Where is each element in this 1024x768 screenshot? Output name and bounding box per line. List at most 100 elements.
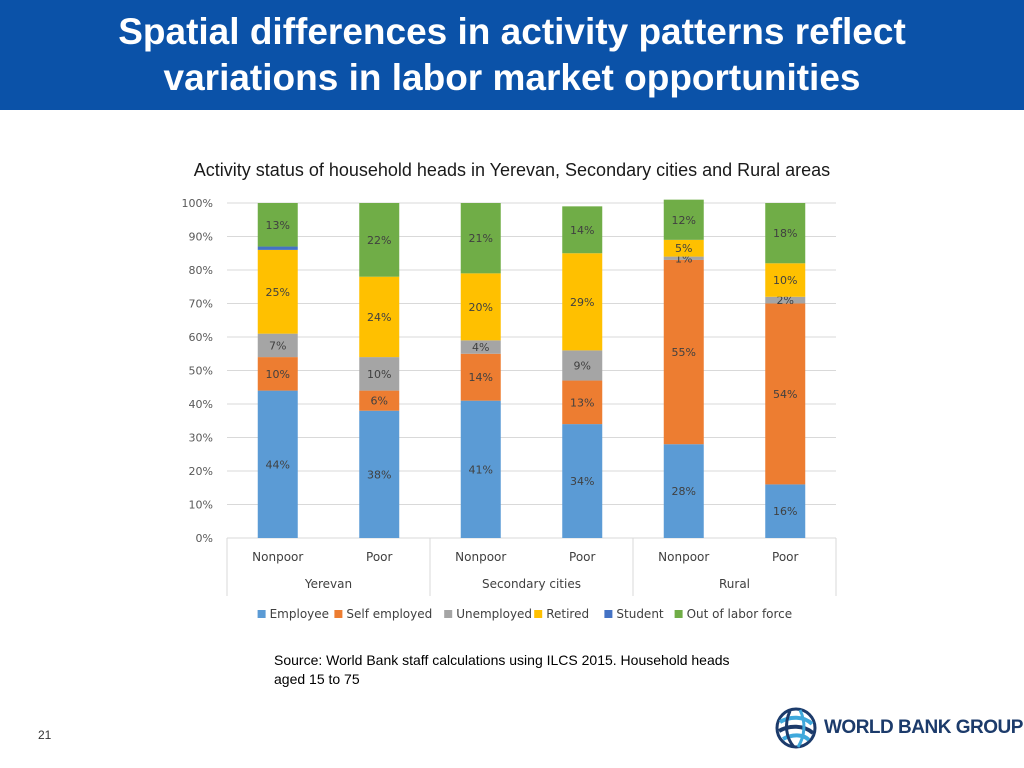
data-label: 18%	[773, 227, 797, 240]
bar-out-of-labor-force	[359, 203, 400, 277]
bar-retired	[359, 276, 400, 358]
bar-self-employed	[359, 390, 400, 411]
y-tick-label: 100%	[182, 197, 213, 210]
bar-retired	[460, 273, 501, 341]
legend-swatch	[334, 610, 343, 618]
data-label: 24%	[367, 311, 391, 324]
bar-self-employed	[257, 357, 298, 391]
x-category-label: Nonpoor	[455, 550, 506, 564]
legend-label: Self employed	[346, 607, 432, 621]
logo-text: WORLD BANK GROUP	[824, 717, 1023, 738]
data-label: 54%	[773, 388, 797, 401]
y-tick-label: 90%	[189, 231, 213, 244]
data-label: 5%	[675, 242, 692, 255]
bar-self-employed	[663, 259, 704, 445]
page-number: 21	[38, 728, 52, 742]
bar-employee	[359, 410, 400, 538]
data-label: 22%	[367, 234, 391, 247]
data-label: 14%	[570, 224, 594, 237]
bar-employee	[257, 390, 298, 538]
y-tick-label: 20%	[189, 465, 213, 478]
y-tick-label: 40%	[189, 398, 213, 411]
data-label: 21%	[469, 232, 493, 245]
bar-self-employed	[460, 353, 501, 401]
bar-unemployed	[359, 357, 400, 391]
data-label: 16%	[773, 505, 797, 518]
bar-unemployed	[663, 256, 704, 260]
source-line-1: Source: World Bank staff calculations us…	[274, 652, 730, 668]
data-label: 2%	[777, 294, 794, 307]
source-line-2: aged 15 to 75	[274, 671, 360, 687]
bar-out-of-labor-force	[460, 203, 501, 274]
data-label: 28%	[672, 485, 696, 498]
data-label: 14%	[469, 371, 493, 384]
bar-out-of-labor-force	[562, 206, 603, 254]
legend-swatch	[257, 610, 266, 618]
x-group-label: Secondary cities	[482, 577, 581, 591]
bar-self-employed	[765, 303, 806, 485]
bar-retired	[765, 263, 806, 297]
x-category-label: Poor	[569, 550, 595, 564]
legend-swatch	[444, 610, 453, 618]
bar-out-of-labor-force	[765, 203, 806, 264]
x-category-label: Nonpoor	[252, 550, 303, 564]
legend-swatch	[674, 610, 683, 618]
data-label: 29%	[570, 296, 594, 309]
bar-employee	[562, 424, 603, 538]
data-label: 41%	[469, 463, 493, 476]
data-label: 9%	[574, 359, 591, 372]
source-note: Source: World Bank staff calculations us…	[274, 651, 794, 689]
x-category-label: Poor	[366, 550, 392, 564]
x-category-label: Nonpoor	[658, 550, 709, 564]
data-label: 38%	[367, 468, 391, 481]
data-label: 20%	[469, 301, 493, 314]
world-bank-logo: WORLD BANK GROUP	[774, 704, 1023, 752]
slide-title-bar: Spatial differences in activity patterns…	[0, 0, 1024, 110]
bar-self-employed	[562, 380, 603, 425]
chart-title: Activity status of household heads in Ye…	[193, 160, 831, 180]
bar-employee	[765, 484, 806, 538]
bar-retired	[663, 239, 704, 257]
bar-employee	[460, 400, 501, 538]
legend-label: Student	[616, 607, 664, 621]
legend-swatch	[534, 610, 543, 618]
y-tick-label: 0%	[196, 532, 213, 545]
bar-unemployed	[460, 340, 501, 354]
data-label: 34%	[570, 475, 594, 488]
bar-student	[257, 246, 298, 250]
y-tick-label: 30%	[189, 432, 213, 445]
data-label: 13%	[570, 396, 594, 409]
bar-out-of-labor-force	[663, 199, 704, 240]
legend-label: Retired	[546, 607, 589, 621]
data-label: 7%	[269, 339, 286, 352]
y-tick-label: 60%	[189, 331, 213, 344]
data-label: 10%	[773, 274, 797, 287]
x-category-label: Poor	[772, 550, 798, 564]
bar-out-of-labor-force	[257, 203, 298, 247]
data-label: 10%	[266, 368, 290, 381]
x-group-label: Rural	[719, 577, 750, 591]
bar-employee	[663, 444, 704, 538]
y-tick-label: 50%	[189, 365, 213, 378]
x-group-label: Yerevan	[304, 577, 352, 591]
data-label: 13%	[266, 219, 290, 232]
legend-label: Out of labor force	[687, 607, 793, 621]
bar-unemployed	[257, 333, 298, 358]
y-tick-label: 80%	[189, 264, 213, 277]
legend-label: Employee	[270, 607, 329, 621]
slide-title-line-1: Spatial differences in activity patterns…	[118, 11, 906, 52]
data-label: 6%	[371, 395, 388, 408]
legend-swatch	[604, 610, 613, 618]
stacked-bar-chart: 0% 10% 20% 30% 40% 50% 60% 70% 80% 90% 100% 44% 10% 7…	[182, 197, 837, 621]
data-label: 44%	[266, 458, 290, 471]
data-label: 10%	[367, 368, 391, 381]
y-tick-label: 10%	[189, 499, 213, 512]
data-label: 55%	[672, 346, 696, 359]
bar-retired	[257, 249, 298, 334]
legend-label: Unemployed	[456, 607, 532, 621]
data-label: 25%	[266, 286, 290, 299]
bar-retired	[562, 253, 603, 351]
slide-title-line-2: variations in labor market opportunities	[163, 57, 861, 98]
data-label: 4%	[472, 341, 489, 354]
bar-unemployed	[562, 350, 603, 381]
